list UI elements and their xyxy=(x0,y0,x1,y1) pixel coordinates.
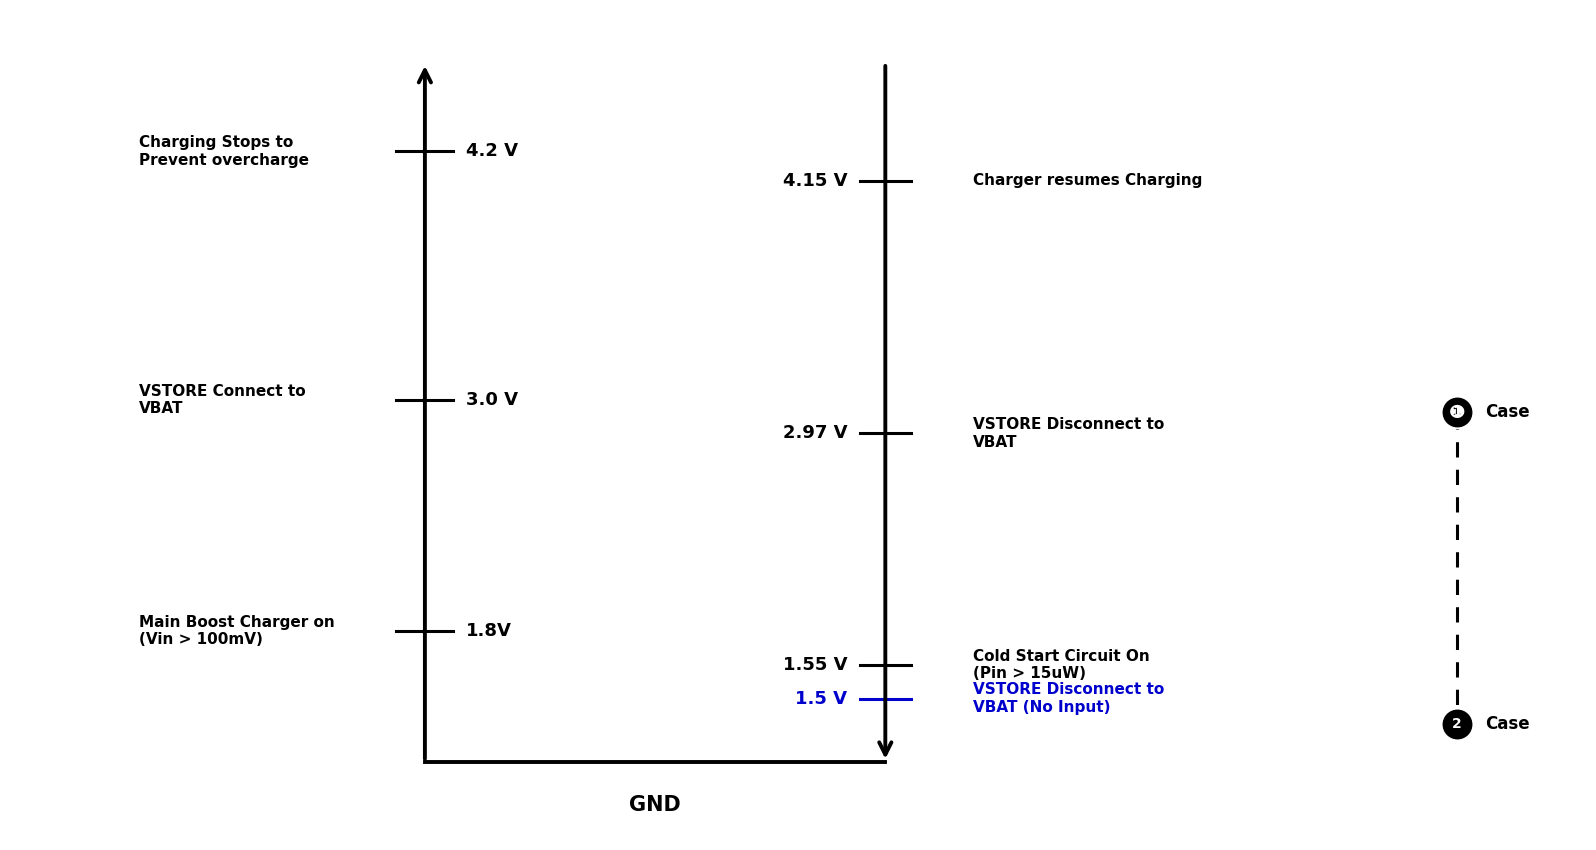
Text: 1: 1 xyxy=(1452,405,1462,419)
Text: 1.5 V: 1.5 V xyxy=(795,689,847,707)
Text: 4.2 V: 4.2 V xyxy=(466,143,519,161)
Text: 1.55 V: 1.55 V xyxy=(782,656,847,674)
Text: Cold Start Circuit On
(Pin > 15uW): Cold Start Circuit On (Pin > 15uW) xyxy=(972,649,1149,681)
Text: Case: Case xyxy=(1486,715,1531,733)
Text: Main Boost Charger on
(Vin > 100mV): Main Boost Charger on (Vin > 100mV) xyxy=(139,615,335,648)
Text: GND: GND xyxy=(629,796,681,815)
Text: VSTORE Connect to
VBAT: VSTORE Connect to VBAT xyxy=(139,383,306,416)
Text: 4.15 V: 4.15 V xyxy=(782,172,847,190)
Text: VSTORE Disconnect to
VBAT: VSTORE Disconnect to VBAT xyxy=(972,417,1163,450)
Text: VSTORE Disconnect to
VBAT (No Input): VSTORE Disconnect to VBAT (No Input) xyxy=(972,683,1163,715)
Text: 3.0 V: 3.0 V xyxy=(466,391,519,409)
Point xyxy=(1444,717,1470,731)
Text: ❶: ❶ xyxy=(1449,403,1465,422)
Text: 2: 2 xyxy=(1452,717,1462,731)
Text: 2.97 V: 2.97 V xyxy=(782,424,847,442)
Text: Charger resumes Charging: Charger resumes Charging xyxy=(972,173,1202,189)
Text: Case: Case xyxy=(1486,404,1531,422)
Point xyxy=(1444,405,1470,419)
Text: Charging Stops to
Prevent overcharge: Charging Stops to Prevent overcharge xyxy=(139,135,310,167)
Text: 1.8V: 1.8V xyxy=(466,622,512,640)
